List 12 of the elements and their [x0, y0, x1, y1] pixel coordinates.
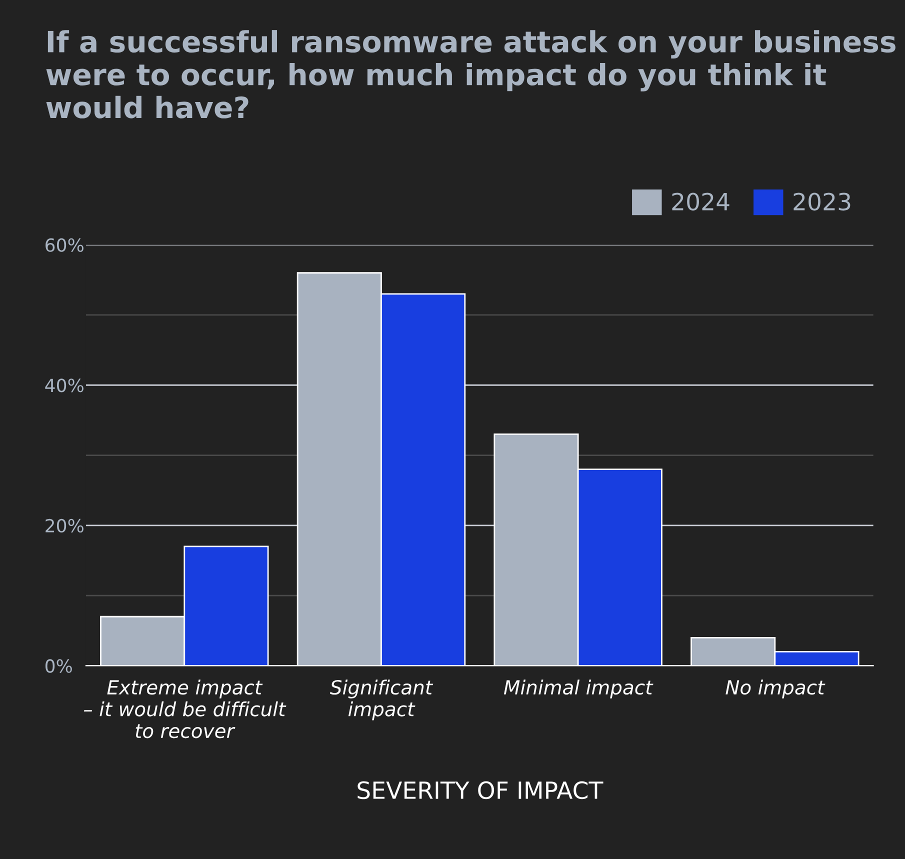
y-tick-label: 20% — [46, 518, 84, 533]
chart-title: If a successful ransomware attack on your business were to occur, how much impact do you think it would have? — [46, 30, 896, 118]
x-tick-label: Extreme impact – it would be difficult to recover — [84, 680, 286, 738]
x-tick-label: Minimal impact — [504, 680, 654, 698]
y-tick-label: 60% — [46, 238, 84, 252]
x-axis-title: SEVERITY OF IMPACT — [358, 781, 604, 800]
legend-label: 2023 — [794, 192, 850, 211]
x-tick-label: No impact — [726, 680, 826, 698]
x-tick-label: Significant impact — [330, 680, 434, 720]
y-tick-label: 40% — [45, 378, 84, 392]
legend-label: 2024 — [672, 192, 730, 211]
y-tick-label: 0% — [46, 659, 72, 673]
